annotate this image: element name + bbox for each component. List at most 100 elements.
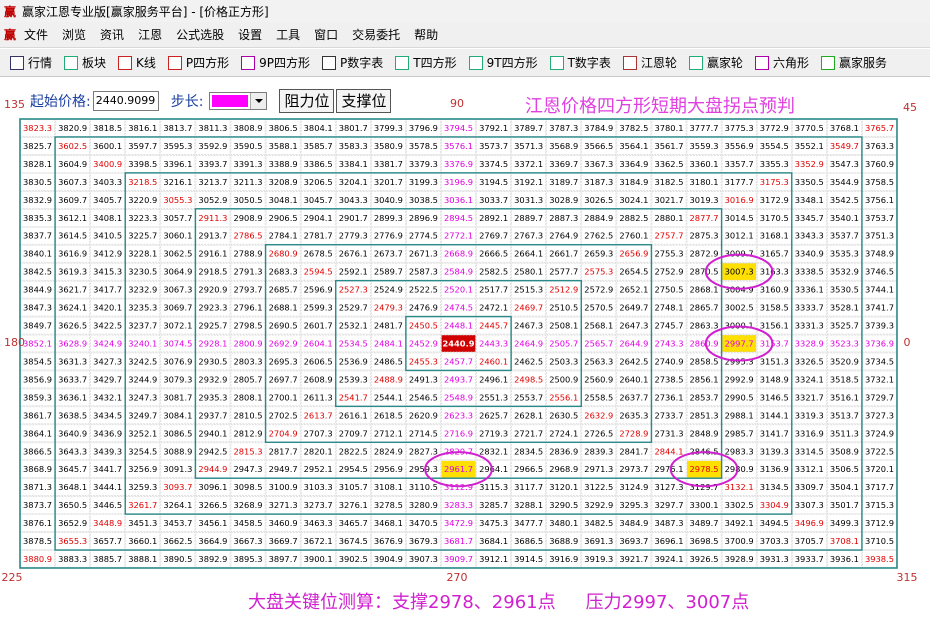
cell: 3208.9: [269, 177, 298, 187]
cell-box: [441, 334, 476, 353]
cell-box: [335, 460, 371, 478]
cell: 2858.5: [690, 356, 719, 366]
cell-box: [230, 532, 266, 550]
menu-item[interactable]: 江恩: [138, 28, 163, 42]
cell: 2604.1: [304, 339, 333, 349]
cell: 2781.7: [304, 231, 333, 241]
cell: 3535.3: [830, 249, 859, 259]
cell: 3151.3: [760, 356, 789, 366]
cell: 3820.9: [58, 123, 87, 133]
highlight-ring: [669, 451, 739, 488]
cell: 2889.7: [514, 213, 543, 223]
tool-button[interactable]: 江恩轮: [622, 54, 677, 71]
tool-button[interactable]: K线: [118, 54, 156, 71]
support-button[interactable]: 支撑位: [336, 89, 392, 113]
cell: 3139.3: [760, 446, 789, 456]
menu-item[interactable]: 文件: [24, 28, 49, 42]
cell-box: [616, 226, 652, 245]
cell-box: [616, 442, 652, 461]
cell: 3516.1: [830, 392, 859, 402]
tool-button[interactable]: P数字表: [322, 54, 383, 71]
cell: 2774.5: [409, 231, 438, 241]
cell-box: [125, 119, 161, 137]
cell: 3350.5: [795, 177, 824, 187]
cell: 2863.3: [690, 321, 719, 331]
ring-frame: [124, 172, 793, 515]
menu-item[interactable]: 浏览: [62, 28, 87, 42]
cell-box: [125, 137, 161, 155]
cell: 2901.7: [339, 213, 368, 223]
cell: 3919.3: [584, 554, 613, 564]
cell: 3439.3: [93, 446, 122, 456]
menu-item[interactable]: 工具: [276, 28, 301, 42]
cell: 3460.9: [269, 518, 298, 528]
menu-item[interactable]: 资讯: [100, 28, 125, 42]
tool-label: T数字表: [567, 56, 611, 70]
cell: 2887.3: [549, 213, 578, 223]
cell: 3304.9: [760, 500, 789, 510]
cell: 3444.1: [93, 482, 122, 492]
tool-button[interactable]: 赢家服务: [820, 54, 887, 71]
start-label: 起始价格:: [30, 94, 91, 110]
cell: 2918.5: [198, 267, 227, 277]
cell: 2877.7: [690, 213, 719, 223]
cell: 2880.1: [654, 213, 683, 223]
cell: 3710.5: [865, 536, 894, 546]
menu-item[interactable]: 交易委托: [352, 28, 401, 42]
cell: 3213.7: [198, 177, 227, 187]
cell: 3326.5: [795, 356, 824, 366]
cell: 3580.9: [374, 141, 403, 151]
cell: 3290.5: [549, 500, 578, 510]
cell-box: [406, 514, 441, 532]
menu-item[interactable]: 帮助: [414, 28, 439, 42]
tool-button[interactable]: 9T四方形: [468, 54, 538, 71]
cell: 2536.9: [339, 356, 368, 366]
tool-button[interactable]: T数字表: [549, 54, 611, 71]
step-select[interactable]: [209, 92, 268, 110]
cell: 3511.3: [830, 428, 859, 438]
cell: 2659.3: [584, 249, 613, 259]
angle-label: 45: [903, 101, 917, 114]
cell: 3223.3: [128, 213, 157, 223]
dropdown-arrow[interactable]: [250, 93, 267, 109]
cell-box: [476, 514, 511, 532]
menu-item[interactable]: 窗口: [314, 28, 339, 42]
cell-box: [195, 496, 231, 514]
cell-box: [476, 173, 511, 191]
cell-box: [546, 532, 582, 550]
cell: 2822.5: [339, 446, 368, 456]
tool-button[interactable]: 板块: [64, 54, 106, 71]
cell: 3902.5: [339, 554, 368, 564]
cell: 2760.1: [619, 231, 648, 241]
cell: 3638.5: [58, 410, 87, 420]
tool-button[interactable]: 六角形: [754, 54, 809, 71]
cell: 3739.3: [865, 321, 894, 331]
cell: 3456.1: [198, 518, 227, 528]
start-input[interactable]: 2440.9099: [92, 91, 159, 111]
cell-box: [511, 262, 546, 281]
cell-box: [265, 173, 301, 191]
tool-button[interactable]: T四方形: [395, 54, 457, 71]
tool-button[interactable]: P四方形: [167, 54, 229, 71]
tool-button[interactable]: 行情: [10, 54, 52, 71]
cell-box: [581, 406, 617, 425]
tool-label: 行情: [28, 56, 53, 70]
cell-box: [441, 352, 476, 371]
tool-button[interactable]: 9P四方形: [241, 54, 310, 71]
cell: 3225.7: [128, 231, 157, 241]
menu-item[interactable]: 公式选股: [176, 28, 225, 42]
cell: 2575.3: [584, 267, 613, 277]
cell: 2930.5: [198, 356, 227, 366]
cell: 3583.3: [339, 141, 368, 151]
tool-button[interactable]: 赢家轮: [688, 54, 743, 71]
cell-box: [370, 226, 406, 245]
cell: 3674.5: [339, 536, 368, 546]
cell-box: [265, 550, 301, 568]
cell-box: [441, 406, 476, 425]
resistance-button[interactable]: 阻力位: [279, 89, 335, 113]
cell-box: [265, 226, 301, 245]
menu-item[interactable]: 设置: [238, 28, 263, 42]
controls: 起始价格: 2440.9099 步长: 阻力位 支撑位: [30, 88, 392, 114]
cell-box: [300, 460, 336, 478]
